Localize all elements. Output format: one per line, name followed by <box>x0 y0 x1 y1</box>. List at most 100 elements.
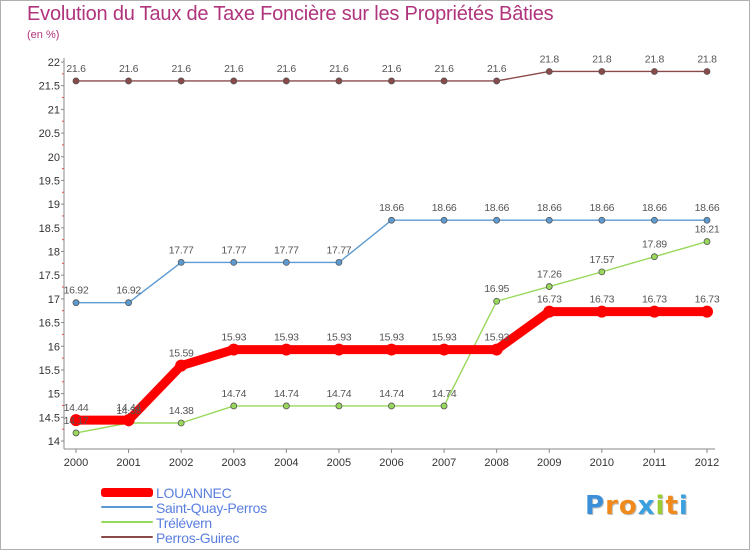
logo-letter: x <box>637 491 656 521</box>
chart-title: Evolution du Taux de Taxe Foncière sur l… <box>27 3 554 25</box>
x-tick-label: 2003 <box>222 457 246 469</box>
data-label: 14.74 <box>274 388 299 400</box>
y-axis-unit-label: (en %) <box>27 29 60 41</box>
data-point <box>175 359 188 372</box>
data-label: 21.8 <box>592 53 612 65</box>
x-tick-label: 2007 <box>432 457 456 469</box>
data-label: 16.73 <box>695 294 720 306</box>
data-point <box>125 77 132 85</box>
y-tick-label: 20.5 <box>39 128 60 140</box>
logo-letter: i <box>655 491 666 521</box>
data-label: 17.77 <box>169 244 194 256</box>
data-point <box>598 68 606 75</box>
data-point <box>440 77 448 85</box>
data-label: 18.66 <box>642 202 667 214</box>
data-point <box>177 258 185 266</box>
data-label: 14.74 <box>221 388 246 400</box>
data-point <box>703 216 711 224</box>
x-tick-label: 2009 <box>537 457 561 469</box>
data-point <box>438 343 451 356</box>
data-point <box>493 216 501 224</box>
data-label: 21.6 <box>224 63 244 75</box>
data-label: 21.8 <box>697 53 717 65</box>
logo-letter: o <box>618 491 638 521</box>
data-point <box>490 343 503 356</box>
x-tick-label: 2006 <box>379 457 403 469</box>
data-label: 18.21 <box>695 224 720 236</box>
data-point <box>230 77 238 85</box>
legend-label: LOUANNEC <box>156 485 232 501</box>
data-label: 21.6 <box>382 63 402 75</box>
data-point <box>648 305 661 318</box>
data-label: 15.59 <box>169 348 194 360</box>
y-tick-label: 19.5 <box>39 175 60 187</box>
data-point <box>598 216 606 224</box>
data-point <box>335 77 343 85</box>
data-point <box>701 305 713 318</box>
y-tick-label: 21.5 <box>39 81 60 93</box>
legend-label: Perros-Guirec <box>156 530 240 546</box>
data-label: 14.38 <box>169 405 194 417</box>
data-point <box>651 68 658 75</box>
data-label: 17.57 <box>589 254 614 266</box>
y-tick-label: 21 <box>48 104 60 116</box>
y-tick-label: 17.5 <box>39 270 60 282</box>
data-label: 14.74 <box>432 388 457 400</box>
data-label: 18.66 <box>484 202 509 214</box>
legend-swatch <box>101 536 153 538</box>
data-point <box>545 283 553 290</box>
data-label: 14.44 <box>116 402 141 414</box>
data-label: 21.6 <box>434 63 454 75</box>
data-label: 21.8 <box>645 53 665 65</box>
data-point <box>72 299 80 307</box>
data-label: 17.77 <box>221 244 246 256</box>
data-point <box>388 77 395 85</box>
data-point <box>335 258 343 266</box>
data-label: 15.93 <box>484 332 509 344</box>
data-label: 21.6 <box>66 63 86 75</box>
data-point <box>122 414 135 427</box>
logo-letter: i <box>678 491 689 521</box>
data-point <box>230 258 238 266</box>
data-label: 16.73 <box>537 294 562 306</box>
y-tick-label: 20 <box>48 152 60 164</box>
logo-letter: P <box>585 491 606 521</box>
data-label: 14.44 <box>64 402 89 414</box>
data-label: 14.74 <box>327 388 352 400</box>
y-tick-label: 14 <box>48 436 60 448</box>
legend-label: Trélévern <box>156 515 212 531</box>
data-point <box>72 77 80 85</box>
y-tick-label: 16.5 <box>39 318 60 330</box>
data-point <box>282 402 290 410</box>
data-label: 17.89 <box>642 239 667 251</box>
data-point <box>703 68 711 75</box>
data-point <box>545 216 553 224</box>
data-label: 16.95 <box>484 283 509 295</box>
x-tick-label: 2011 <box>643 457 667 469</box>
data-label: 18.66 <box>589 202 614 214</box>
x-tick-label: 2010 <box>590 457 614 469</box>
data-point <box>177 419 185 427</box>
data-point <box>598 268 606 276</box>
data-point <box>282 258 290 266</box>
y-tick-label: 16 <box>48 341 60 353</box>
data-point <box>230 402 238 410</box>
data-label: 15.93 <box>432 332 457 344</box>
data-point <box>440 216 448 224</box>
data-label: 17.77 <box>327 244 352 256</box>
data-point <box>388 402 395 410</box>
x-tick-label: 2002 <box>169 457 193 469</box>
y-tick-label: 22 <box>48 57 60 69</box>
x-tick-label: 2004 <box>274 457 298 469</box>
data-label: 21.6 <box>119 63 139 75</box>
y-tick-label: 18.5 <box>39 223 60 235</box>
data-point <box>385 343 398 356</box>
data-point <box>332 343 345 356</box>
data-label: 15.93 <box>221 332 246 344</box>
data-label: 21.6 <box>277 63 297 75</box>
y-tick-label: 15.5 <box>39 365 60 377</box>
y-tick-label: 15 <box>48 389 60 401</box>
data-label: 16.92 <box>64 285 89 297</box>
data-label: 16.73 <box>589 294 614 306</box>
x-tick-label: 2000 <box>64 457 88 469</box>
